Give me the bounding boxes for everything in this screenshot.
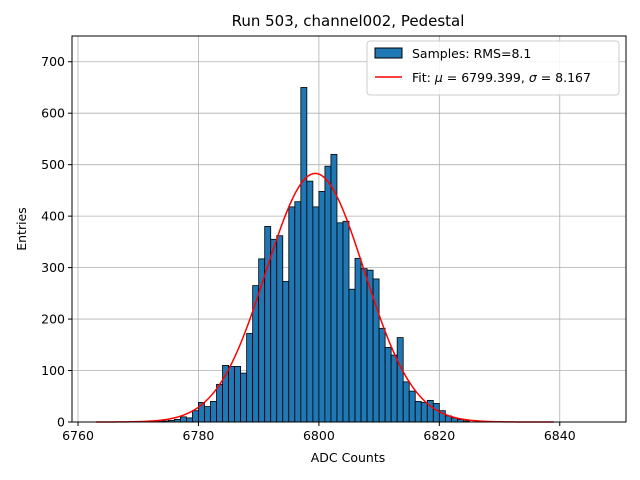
histogram-bar — [348, 288, 356, 423]
histogram-bar — [246, 333, 254, 423]
x-axis-label: ADC Counts — [311, 450, 386, 465]
histogram-bar — [186, 417, 193, 423]
histogram-bar — [294, 201, 302, 423]
histogram-bar — [312, 206, 320, 423]
histogram-bar — [204, 406, 211, 423]
histogram-bar — [324, 165, 332, 423]
histogram-bar — [336, 222, 344, 423]
histogram-bar — [300, 87, 308, 423]
y-tick-label: 100 — [41, 363, 65, 378]
histogram-bars — [155, 87, 470, 423]
histogram-bar — [228, 366, 235, 423]
histogram-bar — [192, 410, 199, 423]
x-tick-label: 6820 — [423, 428, 455, 443]
y-tick-label: 700 — [41, 54, 65, 69]
histogram-bar — [240, 372, 248, 423]
histogram-bar — [270, 238, 278, 423]
histogram-bar — [288, 206, 296, 423]
y-tick-label: 300 — [41, 260, 65, 275]
histogram-bar — [252, 285, 260, 423]
x-axis-ticks: 6760 6780 6800 6820 6840 — [62, 422, 576, 443]
plot-frame — [71, 35, 627, 423]
histogram-bar — [402, 381, 410, 423]
y-tick-label: 400 — [41, 209, 65, 224]
histogram-bar — [282, 281, 290, 423]
y-tick-label: 600 — [41, 106, 65, 121]
y-axis-ticks: 0 100 200 300 400 500 600 700 — [41, 54, 72, 430]
legend-box — [366, 40, 620, 96]
histogram-bar — [420, 402, 428, 423]
histogram-bar — [396, 337, 404, 423]
x-tick-label: 6760 — [62, 428, 94, 443]
gaussian-fit-curve — [96, 172, 554, 423]
histogram-bar — [264, 226, 272, 423]
histogram-bar — [378, 327, 386, 423]
chart-title: Run 503, channel002, Pedestal — [232, 12, 465, 30]
legend: Samples: RMS=8.1 Fit: μ = 6799.399, σ = … — [366, 40, 620, 96]
histogram-bar — [276, 235, 284, 423]
y-tick-label: 0 — [57, 415, 65, 430]
legend-histogram-swatch — [374, 47, 403, 59]
y-tick-label: 200 — [41, 312, 65, 327]
histogram-bar — [318, 191, 326, 423]
histogram-bar — [342, 220, 350, 423]
histogram-bar — [384, 346, 392, 423]
histogram-bar — [408, 390, 416, 423]
histogram-bar — [414, 401, 422, 423]
histogram-bar — [210, 401, 217, 423]
histogram-bar — [234, 366, 242, 423]
histogram-bar — [354, 257, 362, 423]
histogram-bar — [360, 268, 368, 423]
legend-histogram-label: Samples: RMS=8.1 — [412, 46, 531, 61]
histogram-bar — [179, 416, 187, 423]
histogram-bar — [216, 384, 223, 423]
histogram-bar — [390, 354, 398, 423]
y-axis-label: Entries — [14, 207, 29, 251]
histogram-bar — [306, 180, 314, 423]
y-tick-label: 500 — [41, 157, 65, 172]
histogram-bar — [432, 403, 440, 423]
legend-fit-label: Fit: μ = 6799.399, σ = 8.167 — [412, 70, 591, 85]
x-tick-label: 6840 — [544, 428, 576, 443]
x-tick-label: 6800 — [303, 428, 335, 443]
x-tick-label: 6780 — [183, 428, 215, 443]
